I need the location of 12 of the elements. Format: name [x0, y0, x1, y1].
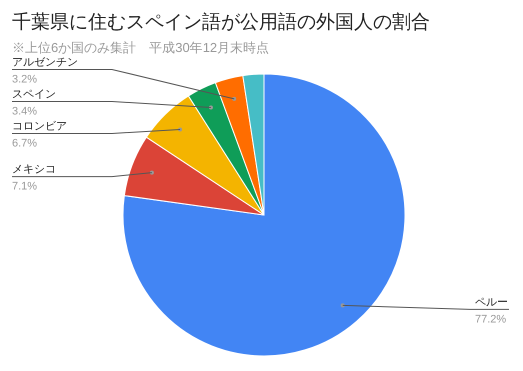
slice-label: コロンビア	[12, 120, 67, 132]
slice-label: スペイン	[12, 88, 56, 100]
data-label: 6.7%	[12, 137, 38, 150]
data-label: 3.2%	[12, 73, 38, 86]
slice-label: メキシコ	[12, 164, 56, 176]
chart-title: 千葉県に住むスペイン語が公用語の外国人の割合	[12, 12, 430, 33]
data-label: 3.4%	[12, 105, 38, 118]
data-label: 7.1%	[12, 180, 38, 193]
slice-label: ペルー	[475, 296, 508, 308]
slice-label: アルゼンチン	[12, 56, 78, 68]
chart-subtitle: ※上位6か国のみ集計 平成30年12月末時点	[12, 40, 270, 55]
data-label: 77.2%	[475, 313, 506, 326]
